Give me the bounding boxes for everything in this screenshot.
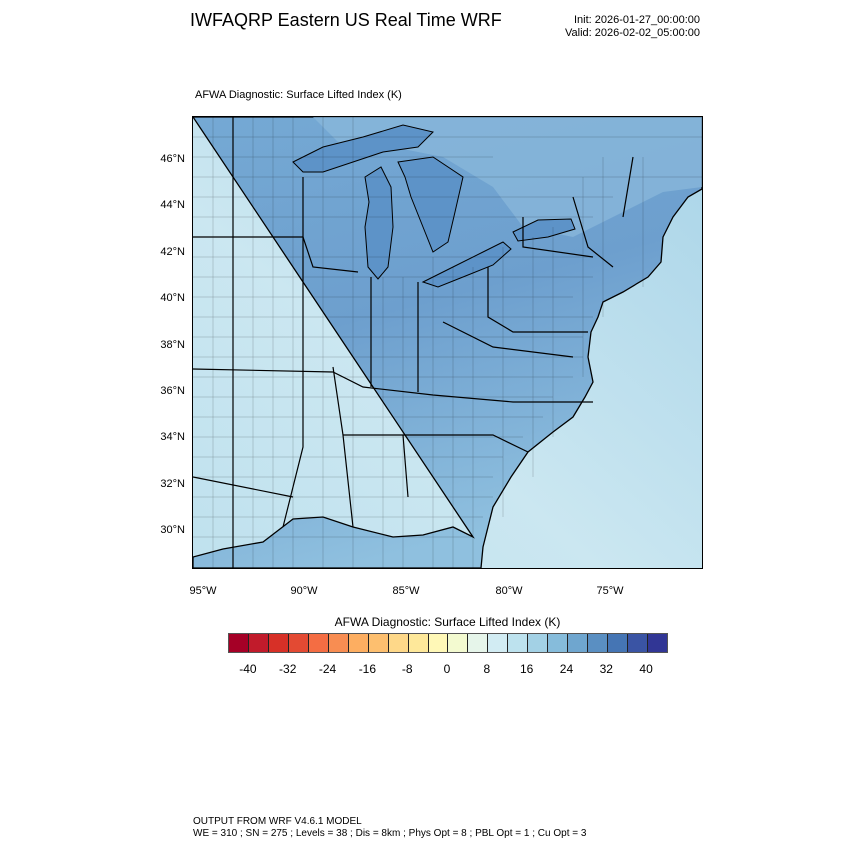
valid-time: Valid: 2026-02-02_05:00:00 bbox=[565, 27, 700, 39]
model-info: OUTPUT FROM WRF V4.6.1 MODEL WE = 310 ; … bbox=[193, 816, 586, 840]
lat-label: 34°N bbox=[160, 431, 185, 443]
colorbar-swatch bbox=[528, 634, 549, 652]
colorbar-swatch bbox=[468, 634, 489, 652]
colorbar bbox=[228, 633, 668, 653]
lat-label: 44°N bbox=[160, 199, 185, 211]
time-info: Init: 2026-01-27_00:00:00 Valid: 2026-02… bbox=[565, 14, 700, 40]
colorbar-label: 32 bbox=[599, 662, 613, 676]
model-config: WE = 310 ; SN = 275 ; Levels = 38 ; Dis … bbox=[193, 828, 587, 839]
lat-label: 46°N bbox=[160, 153, 185, 165]
lon-label: 85°W bbox=[392, 585, 420, 597]
state-borders bbox=[192, 117, 634, 568]
colorbar-swatch bbox=[308, 634, 329, 652]
colorbar-swatch bbox=[488, 634, 509, 652]
colorbar-label: 16 bbox=[519, 662, 534, 676]
colorbar-label: 8 bbox=[483, 662, 491, 676]
colorbar-swatch bbox=[368, 634, 389, 652]
init-time: Init: 2026-01-27_00:00:00 bbox=[574, 14, 700, 26]
colorbar-label: -8 bbox=[401, 662, 413, 676]
colorbar-label: 24 bbox=[559, 662, 574, 676]
lake-michigan bbox=[364, 166, 394, 280]
colorbar-swatch bbox=[548, 634, 569, 652]
colorbar-swatch bbox=[328, 634, 349, 652]
lat-label: 42°N bbox=[160, 246, 185, 258]
colorbar-swatch bbox=[408, 634, 429, 652]
colorbar-label: -24 bbox=[318, 662, 337, 676]
map-title: AFWA Diagnostic: Surface Lifted Index (K… bbox=[195, 89, 402, 101]
colorbar-swatch bbox=[508, 634, 529, 652]
map-svg bbox=[191, 116, 703, 569]
colorbar-label: -32 bbox=[279, 662, 297, 676]
colorbar-swatch bbox=[608, 634, 629, 652]
lat-label: 40°N bbox=[160, 292, 185, 304]
colorbar-swatch bbox=[288, 634, 309, 652]
lat-label: 38°N bbox=[160, 339, 185, 351]
colorbar-swatch bbox=[268, 634, 289, 652]
lake-erie bbox=[421, 241, 512, 288]
lake-ontario bbox=[512, 218, 576, 242]
colorbar-swatch bbox=[229, 634, 249, 652]
lat-label: 32°N bbox=[160, 478, 185, 490]
colorbar-label: -40 bbox=[239, 662, 257, 676]
lon-label: 75°W bbox=[596, 585, 624, 597]
lon-label: 90°W bbox=[290, 585, 318, 597]
lake-superior bbox=[292, 124, 434, 173]
plot-title: IWFAQRP Eastern US Real Time WRF bbox=[190, 10, 502, 30]
lat-label: 30°N bbox=[160, 524, 185, 536]
colorbar-label: 40 bbox=[639, 662, 653, 676]
map-panel bbox=[191, 116, 703, 569]
colorbar-title: AFWA Diagnostic: Surface Lifted Index (K… bbox=[334, 615, 561, 629]
colorbar-swatch bbox=[448, 634, 469, 652]
lat-label: 36°N bbox=[160, 385, 185, 397]
colorbar-swatch bbox=[588, 634, 609, 652]
colorbar-swatch bbox=[428, 634, 449, 652]
colorbar-label: 0 bbox=[443, 662, 451, 676]
lon-label: 95°W bbox=[189, 585, 217, 597]
lake-huron bbox=[397, 156, 464, 253]
colorbar-label: -16 bbox=[358, 662, 377, 676]
colorbar-swatch bbox=[388, 634, 409, 652]
lon-label: 80°W bbox=[495, 585, 523, 597]
colorbar-swatch bbox=[568, 634, 589, 652]
county-lines bbox=[193, 117, 702, 568]
colorbar-swatch bbox=[248, 634, 269, 652]
colorbar-swatch bbox=[348, 634, 369, 652]
colorbar-swatch bbox=[628, 634, 649, 652]
model-version: OUTPUT FROM WRF V4.6.1 MODEL bbox=[193, 816, 362, 827]
colorbar-swatch bbox=[648, 634, 667, 652]
